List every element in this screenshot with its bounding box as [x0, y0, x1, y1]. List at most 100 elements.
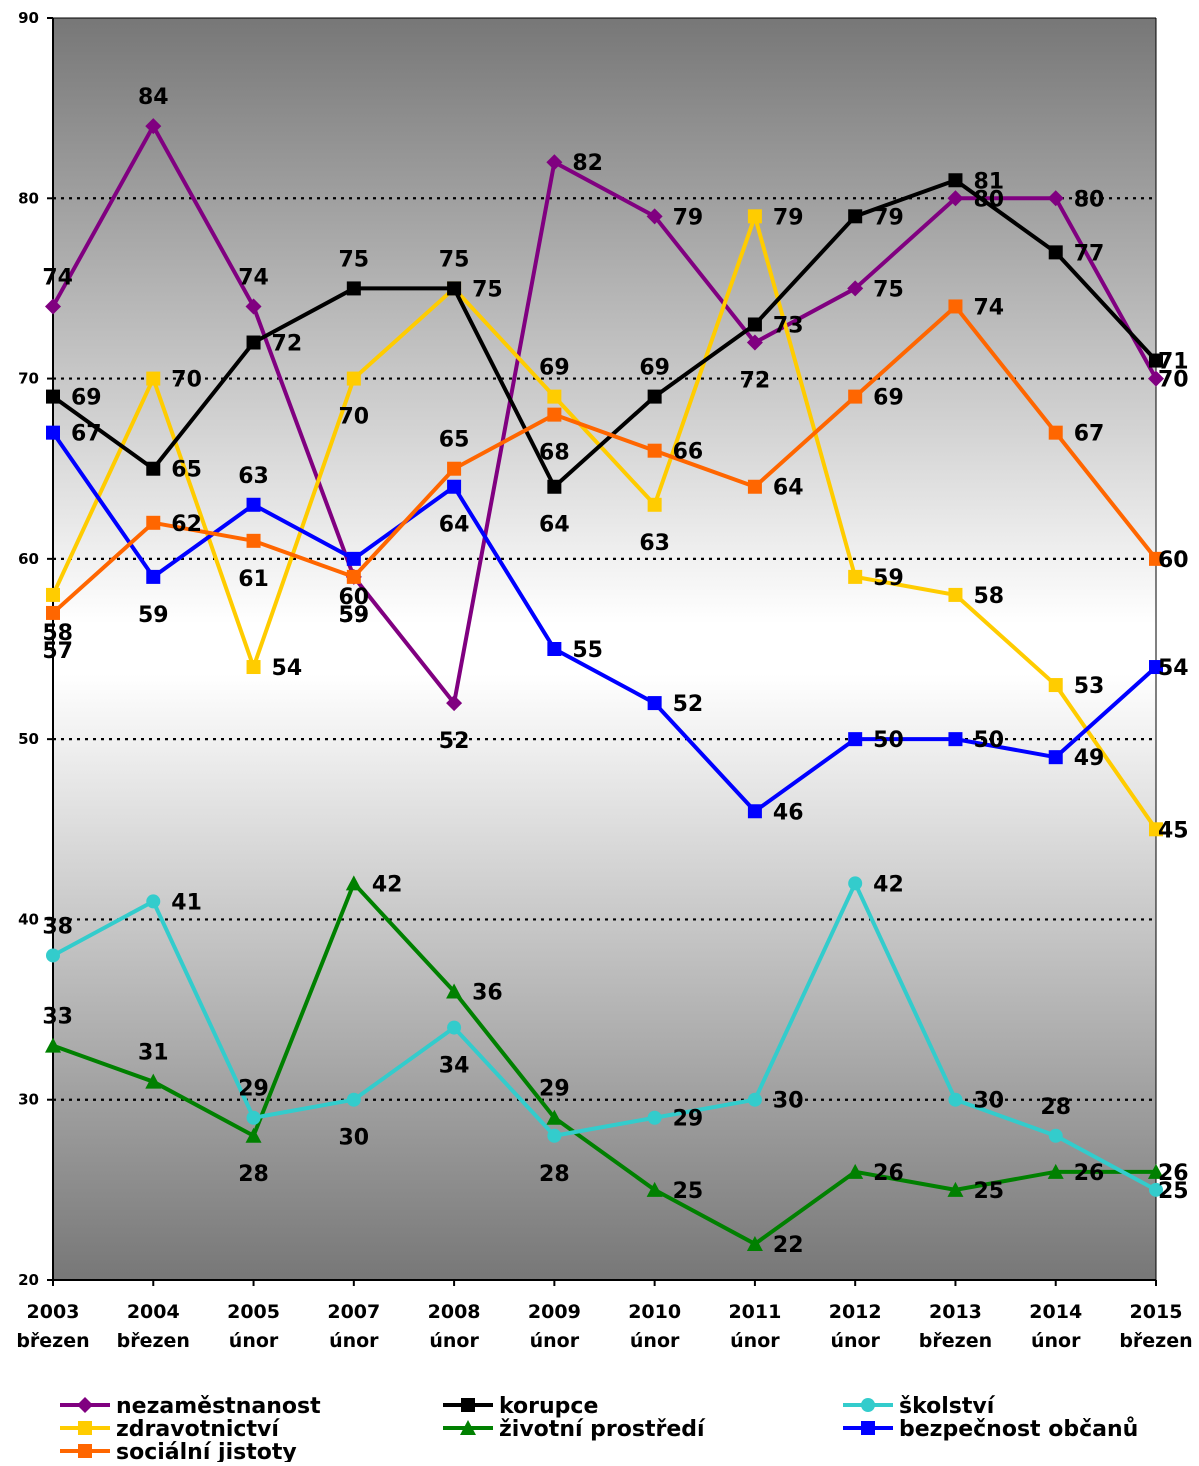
x-tick-year: 2003 [27, 1301, 80, 1323]
series-line [51, 214, 1158, 831]
data-point [647, 497, 662, 512]
data-label: 29 [238, 1077, 269, 1102]
data-point [547, 479, 562, 494]
data-label: 71 [1158, 350, 1189, 375]
data-point [146, 569, 161, 584]
legend-label: korupce [499, 1394, 598, 1419]
data-label: 25 [673, 1179, 704, 1204]
data-point [46, 948, 60, 963]
x-tick-year: 2011 [728, 1301, 781, 1323]
data-point [947, 190, 964, 207]
series-3 [45, 875, 1164, 1251]
data-label: 28 [1040, 1095, 1071, 1120]
data-point [246, 660, 261, 675]
data-label: 59 [339, 603, 370, 628]
data-point [146, 371, 161, 386]
data-point [146, 894, 161, 909]
legend-item: zdravotnictví [60, 1417, 280, 1442]
data-label: 30 [339, 1126, 370, 1151]
data-label: 30 [773, 1089, 804, 1114]
data-point [947, 1181, 964, 1197]
data-point [948, 587, 963, 602]
x-tick-year: 2012 [829, 1301, 882, 1323]
x-tick-month: únor [630, 1330, 680, 1352]
data-label: 45 [1158, 818, 1189, 843]
data-point [246, 533, 261, 548]
data-point [1148, 370, 1164, 387]
data-point [46, 389, 60, 404]
legend-swatch-marker [78, 1421, 92, 1435]
x-tick-year: 2004 [127, 1301, 180, 1323]
x-tick-month: únor [429, 1330, 479, 1352]
data-point [447, 479, 462, 494]
data-point [46, 425, 60, 440]
data-label: 38 [42, 914, 73, 939]
series-2 [46, 173, 1163, 494]
x-tick-month: březen [16, 1330, 89, 1352]
data-label: 26 [1158, 1161, 1189, 1186]
data-point [1048, 678, 1063, 693]
x-tick-month: únor [830, 1330, 880, 1352]
data-label: 42 [372, 872, 403, 897]
data-point [346, 551, 361, 566]
series-line [51, 124, 1158, 706]
data-point [547, 1128, 562, 1143]
data-point [1047, 1163, 1064, 1179]
series-0 [45, 118, 1164, 712]
data-point [647, 1110, 662, 1125]
x-tick-year: 2010 [628, 1301, 681, 1323]
legend-item: životní prostředí [443, 1417, 706, 1442]
data-point [46, 587, 60, 602]
legend-item: školství [843, 1394, 996, 1419]
legend-swatch-marker [861, 1398, 875, 1412]
data-label: 29 [673, 1107, 704, 1132]
data-label: 79 [673, 205, 704, 230]
legend-label: nezaměstnanost [116, 1394, 321, 1419]
data-point [848, 732, 863, 747]
y-tick-label: 60 [18, 550, 39, 568]
data-label: 26 [873, 1161, 904, 1186]
x-tick-month: březen [1119, 1330, 1192, 1352]
data-point [747, 804, 762, 819]
x-tick-year: 2015 [1130, 1301, 1183, 1323]
data-label: 53 [1074, 674, 1105, 699]
data-label: 82 [572, 151, 603, 176]
data-point [1048, 1128, 1063, 1143]
x-tick-month: únor [229, 1330, 279, 1352]
data-label: 41 [171, 890, 202, 915]
data-label: 42 [873, 872, 904, 897]
data-label: 28 [238, 1162, 269, 1187]
series-5 [46, 425, 1163, 819]
data-label: 60 [339, 585, 370, 610]
data-point [246, 335, 261, 350]
data-label: 61 [238, 567, 269, 592]
data-label: 69 [539, 356, 570, 381]
data-label: 75 [439, 247, 470, 272]
x-tick-year: 2014 [1029, 1301, 1082, 1323]
data-label: 22 [773, 1233, 804, 1258]
data-label: 79 [873, 205, 904, 230]
data-label: 79 [773, 205, 804, 230]
legend-label: životní prostředí [499, 1417, 706, 1442]
legend-swatch-marker [460, 1420, 476, 1435]
data-label: 62 [171, 512, 202, 537]
series-4 [46, 876, 1163, 1197]
data-label: 69 [71, 386, 102, 411]
data-point [546, 1109, 563, 1125]
data-point [346, 1092, 361, 1107]
data-point [1048, 750, 1063, 765]
x-tick-month: březen [919, 1330, 992, 1352]
series-line [51, 431, 1158, 814]
data-point [1048, 245, 1063, 260]
data-label: 72 [740, 369, 771, 394]
data-label: 66 [673, 440, 704, 465]
series-line [51, 178, 1158, 489]
data-label: 28 [539, 1162, 570, 1187]
data-label: 30 [973, 1089, 1004, 1114]
data-label: 67 [71, 422, 102, 447]
data-point [145, 118, 162, 135]
data-label: 81 [973, 169, 1004, 194]
y-tick-label: 80 [18, 189, 39, 207]
data-label: 69 [639, 356, 670, 381]
